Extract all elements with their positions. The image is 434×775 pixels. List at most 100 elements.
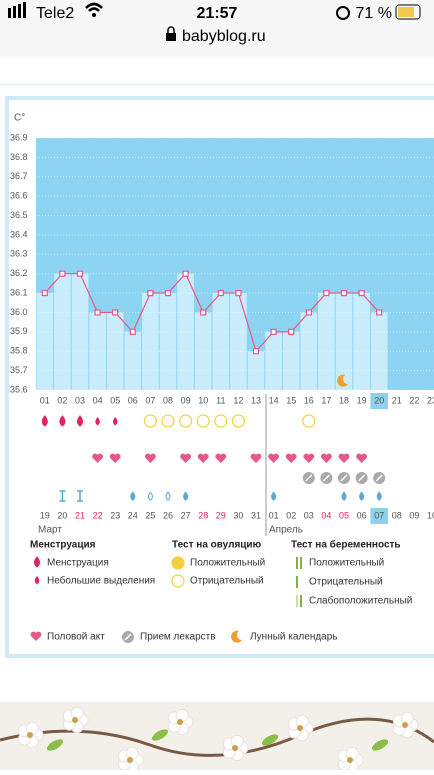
temp-column xyxy=(159,293,177,390)
heart-icon xyxy=(250,453,262,463)
temp-point xyxy=(376,309,383,316)
day-label: 18 xyxy=(339,395,349,405)
flower-center xyxy=(347,757,353,763)
date-label: 09 xyxy=(409,510,419,520)
day-label: 04 xyxy=(93,395,103,405)
day-label: 17 xyxy=(321,395,331,405)
day-label: 03 xyxy=(75,395,85,405)
drop-icon xyxy=(59,415,66,427)
temp-column xyxy=(71,273,89,390)
date-label: 26 xyxy=(163,510,173,520)
temp-column xyxy=(194,312,212,390)
legend-title: Тест на беременность xyxy=(291,539,401,551)
y-tick-label: 36.8 xyxy=(10,152,28,162)
drop-icon xyxy=(341,491,347,501)
date-label: 02 xyxy=(286,510,296,520)
selected-day xyxy=(370,508,388,524)
day-label: 22 xyxy=(409,395,419,405)
date-label: 07 xyxy=(374,510,384,520)
legend-item: Менструация xyxy=(47,558,109,569)
leaf xyxy=(151,729,169,741)
clock: 21:57 xyxy=(197,5,238,22)
petal xyxy=(125,746,139,760)
heart-icon xyxy=(338,453,350,463)
y-tick-label: 36.0 xyxy=(10,307,28,317)
heart-icon xyxy=(320,453,332,463)
wifi xyxy=(85,2,103,12)
circle-icon xyxy=(214,414,228,428)
day-label: 07 xyxy=(145,395,155,405)
flower-center xyxy=(232,745,238,751)
date-label: 22 xyxy=(93,510,103,520)
battery xyxy=(395,4,421,20)
signal xyxy=(18,4,21,18)
date-label: 05 xyxy=(339,510,349,520)
date-label: 08 xyxy=(392,510,402,520)
leaf xyxy=(261,734,279,746)
legend-item: Отрицательный xyxy=(190,576,264,587)
temp-point xyxy=(270,328,277,335)
heart-icon xyxy=(30,631,42,641)
test-bar xyxy=(296,576,298,588)
drop-icon xyxy=(34,556,40,568)
heart-icon xyxy=(109,453,121,463)
signal xyxy=(23,2,26,18)
pill-icon xyxy=(124,633,132,641)
temp-point xyxy=(252,348,260,355)
temp-point xyxy=(182,270,189,277)
heart-icon xyxy=(356,453,368,463)
test-bar xyxy=(300,557,302,569)
signal xyxy=(13,6,16,18)
pill-icon xyxy=(375,474,383,482)
drop-icon xyxy=(130,491,136,501)
temp-point xyxy=(323,289,330,297)
date-label: 24 xyxy=(128,510,138,520)
temp-point xyxy=(305,309,312,316)
temp-column xyxy=(124,331,142,390)
day-label: 01 xyxy=(40,395,50,405)
y-tick-label: 36.7 xyxy=(10,171,28,181)
heart-icon xyxy=(144,453,156,463)
temp-point xyxy=(147,289,154,297)
temp-column xyxy=(230,293,247,390)
heart-icon xyxy=(92,453,104,463)
legend-item: Положительный xyxy=(309,558,384,569)
test-bar xyxy=(296,595,298,607)
date-label: 30 xyxy=(233,510,243,520)
legend-item: Слабоположительный xyxy=(309,595,412,607)
temp-point xyxy=(217,289,224,297)
url[interactable]: babyblog.ru xyxy=(182,28,266,45)
date-label: 06 xyxy=(357,510,367,520)
day-label: 14 xyxy=(269,395,279,405)
legend-item: Отрицательный xyxy=(309,577,383,588)
battery-fill xyxy=(398,7,414,17)
y-tick-label: 36.9 xyxy=(10,132,28,142)
temp-column xyxy=(282,331,300,390)
heart-icon xyxy=(268,453,280,463)
temp-point xyxy=(288,328,295,335)
circle-icon xyxy=(302,414,316,428)
petal xyxy=(70,706,84,720)
circle-icon xyxy=(171,556,185,570)
temp-point xyxy=(235,289,242,297)
signal xyxy=(8,8,11,18)
moon-icon xyxy=(231,630,242,643)
heart-icon xyxy=(303,453,315,463)
y-tick-label: 35.7 xyxy=(10,365,28,375)
y-tick-label: 36.1 xyxy=(10,287,28,297)
temp-column xyxy=(335,293,353,390)
flower-center xyxy=(27,732,33,738)
temp-point xyxy=(112,309,119,316)
day-label: 05 xyxy=(110,395,120,405)
day-label: 11 xyxy=(216,395,225,405)
petal xyxy=(295,714,309,728)
alarm xyxy=(336,6,350,20)
circle-icon xyxy=(231,414,245,428)
day-label: 06 xyxy=(128,395,138,405)
day-label: 12 xyxy=(233,395,243,405)
legend-item: Положительный xyxy=(190,558,265,569)
legend-item: Небольшие выделения xyxy=(47,575,155,587)
lock xyxy=(166,33,176,41)
date-label: 04 xyxy=(321,510,331,520)
petal xyxy=(230,734,244,748)
